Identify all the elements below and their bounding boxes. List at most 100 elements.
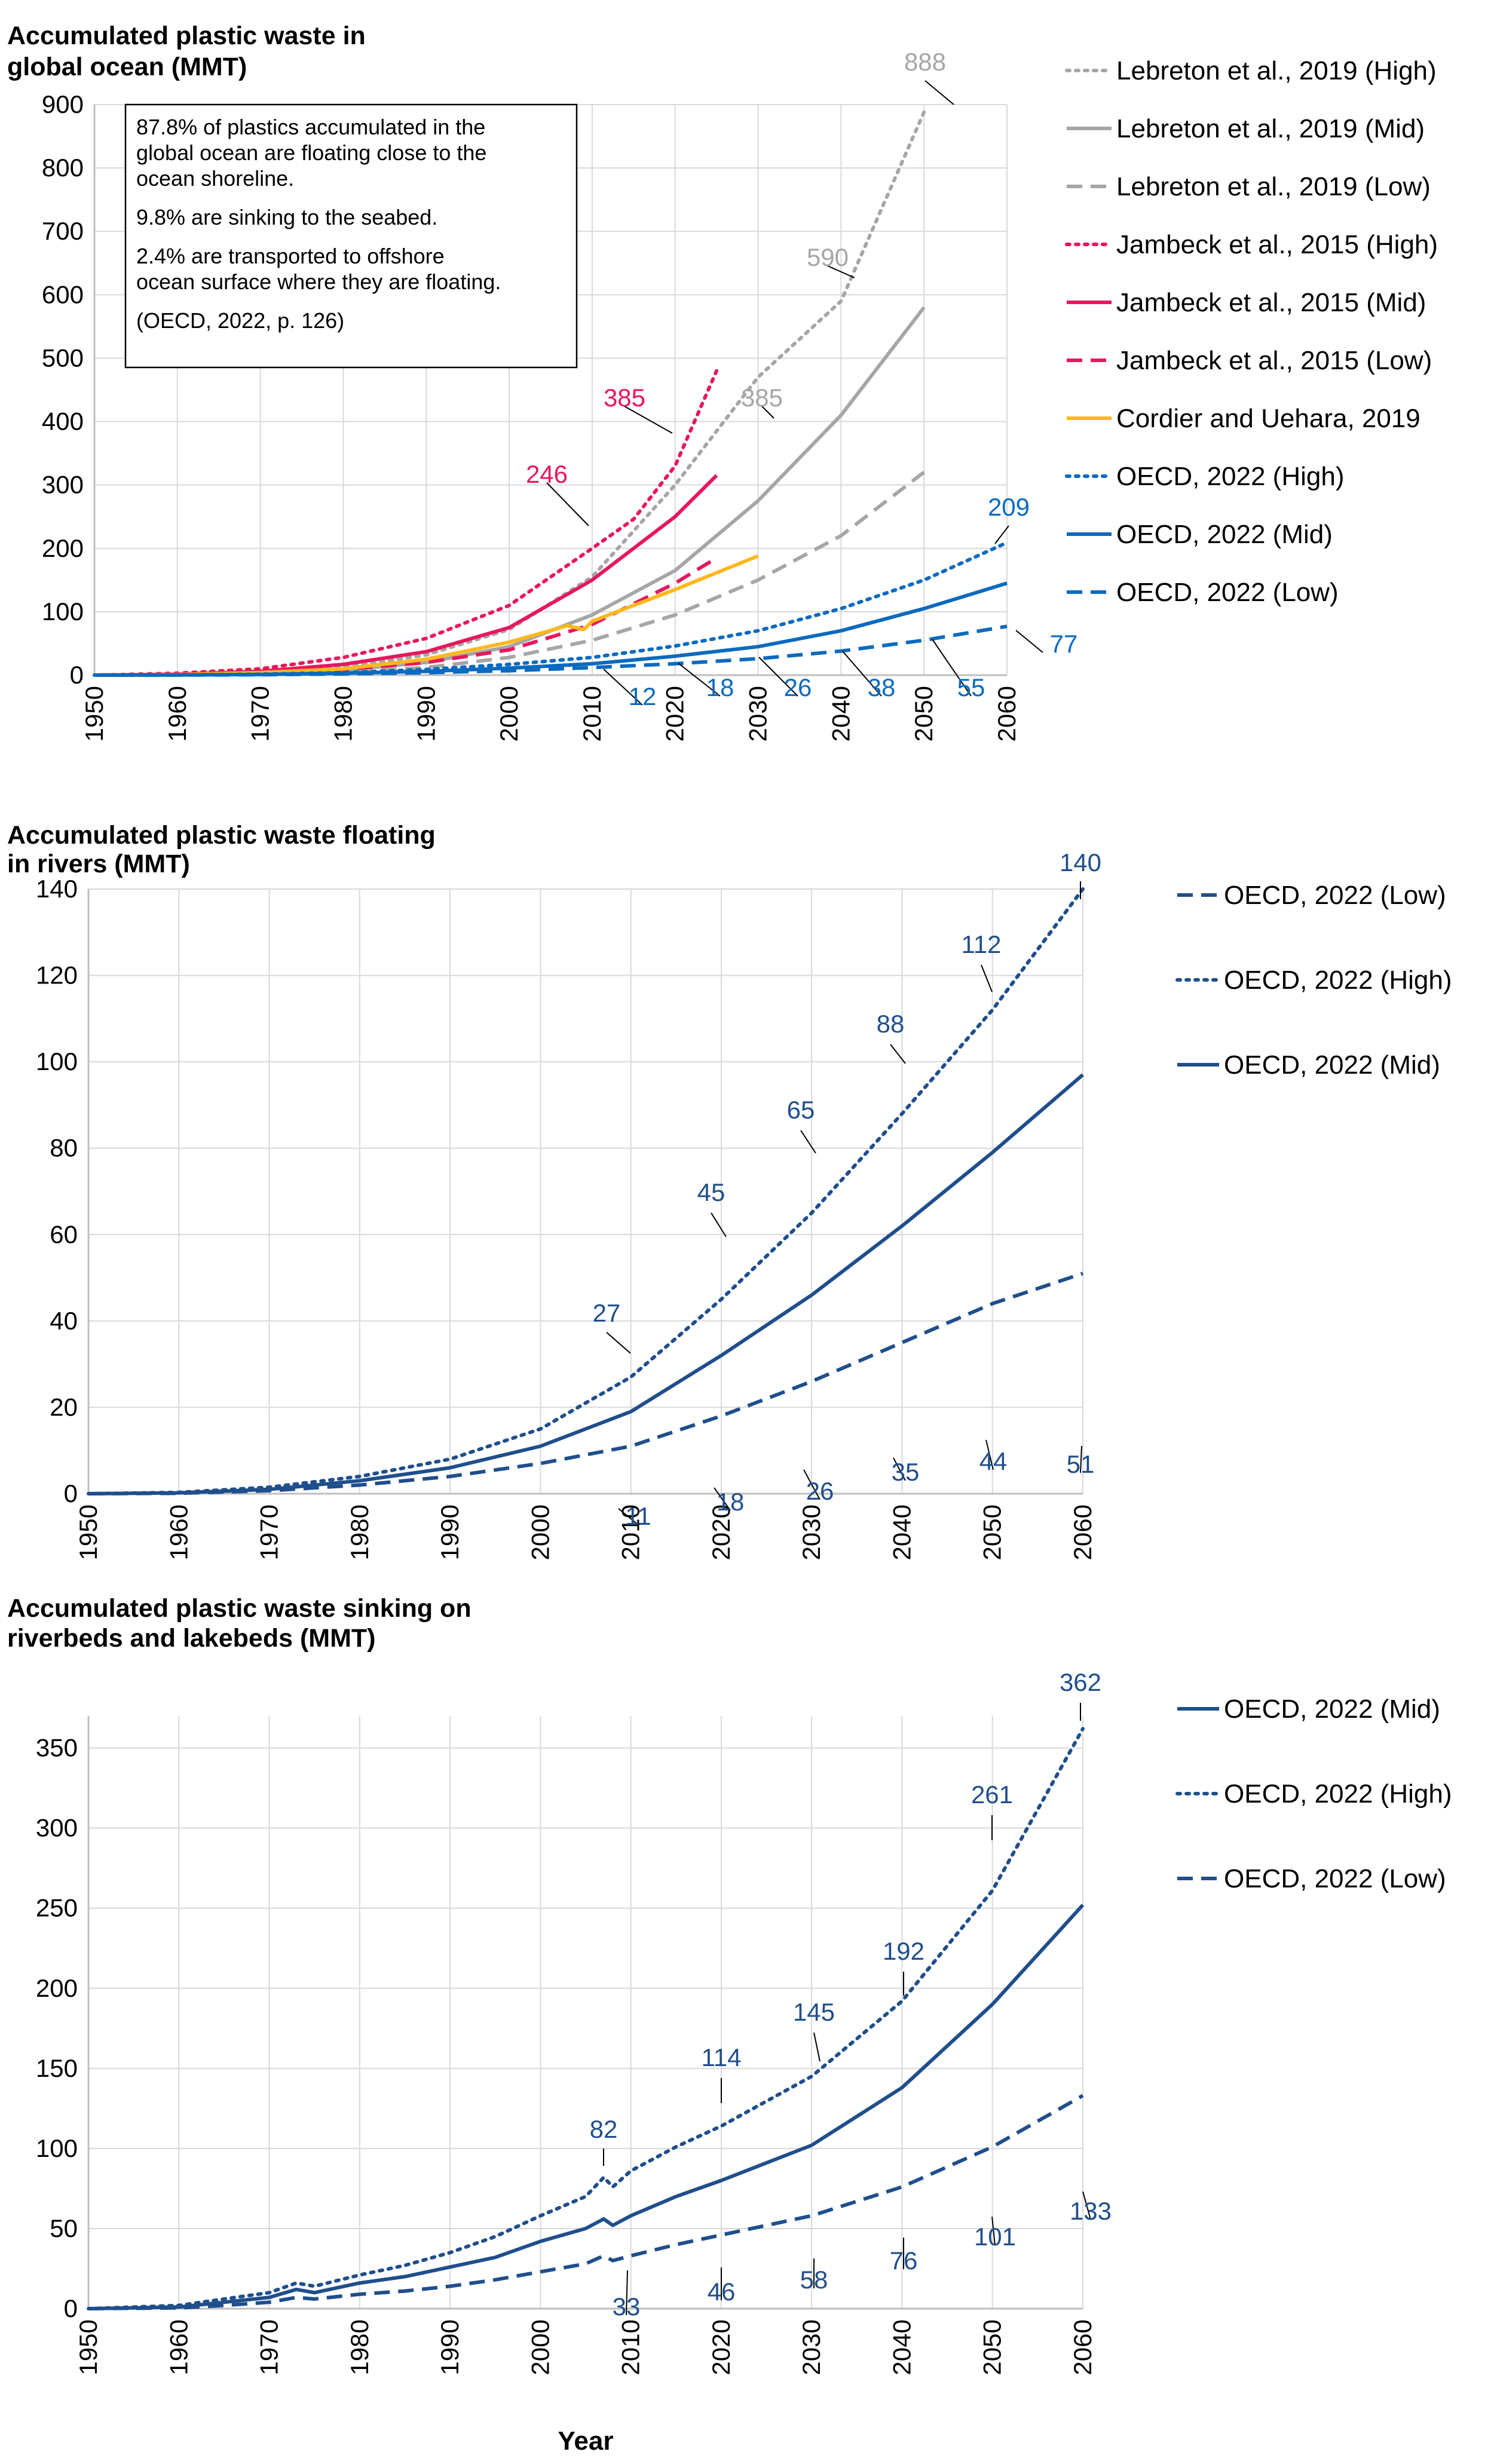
x-tick-label: 2060	[1069, 1504, 1097, 1560]
series-line-oecd-2022-high	[87, 887, 1085, 1495]
data-label: 12	[629, 682, 657, 710]
annotation-leader	[626, 2270, 628, 2316]
note-box	[124, 103, 578, 369]
x-tick-label: 2060	[1069, 2319, 1097, 2375]
data-label: 46	[708, 2278, 736, 2306]
data-label: 101	[974, 2223, 1016, 2251]
x-tick-label: 1960	[163, 686, 191, 741]
annotation-leader	[803, 1469, 821, 1500]
data-label: 26	[784, 673, 812, 701]
data-label: 38	[868, 673, 896, 701]
annotation-leader	[1082, 2191, 1091, 2220]
x-tick-label: 1990	[436, 1504, 464, 1560]
legend-label: Lebreton et al., 2019 (Mid)	[1116, 114, 1425, 143]
x-tick-label: 2040	[826, 686, 855, 741]
chart-title-line: Accumulated plastic waste sinking on	[7, 1594, 472, 1623]
data-label: 44	[979, 1447, 1008, 1475]
x-tick-label: 2050	[978, 1504, 1006, 1560]
data-label: 55	[957, 673, 985, 701]
annotation-leader	[890, 1044, 906, 1064]
data-label: 140	[1060, 848, 1101, 877]
ocean-chart: Accumulated plastic waste in global ocean…	[7, 22, 1438, 741]
rivers-chart: Accumulated plastic waste floating in riv…	[7, 821, 1452, 1560]
data-label: 261	[971, 1780, 1013, 1809]
x-tick-label: 1970	[255, 1504, 283, 1560]
data-label: 590	[807, 243, 849, 271]
legend-label: OECD, 2022 (Mid)	[1224, 1050, 1440, 1080]
x-tick-label: 2030	[797, 1504, 825, 1560]
x-axis-title: Year	[558, 2426, 614, 2456]
x-tick-label: 1960	[164, 1504, 192, 1560]
series-line-oecd-2022-low	[88, 2094, 1084, 2310]
data-label: 51	[1067, 1450, 1095, 1478]
annotation-leader	[893, 1457, 906, 1481]
y-tick-label: 400	[42, 407, 84, 436]
series-line-oecd-2022-mid	[88, 1904, 1085, 2310]
annotation-leader	[827, 265, 855, 278]
data-label: 88	[877, 1010, 905, 1038]
x-tick-label: 2000	[526, 2319, 554, 2375]
x-tick-label: 1980	[345, 2319, 374, 2375]
y-tick-label: 100	[42, 597, 84, 626]
x-tick-label: 1980	[345, 1504, 374, 1560]
x-tick-label: 2010	[617, 2319, 645, 2375]
x-tick-label: 1980	[329, 686, 357, 741]
riverbeds-chart: Accumulated plastic waste sinking on rive…	[7, 1594, 1452, 2456]
data-label: 246	[526, 460, 568, 488]
x-tick-label: 2050	[910, 686, 938, 741]
y-tick-label: 300	[36, 1814, 78, 1842]
y-tick-label: 100	[36, 2134, 78, 2162]
x-tick-label: 1970	[246, 686, 274, 741]
data-label: 18	[717, 1488, 745, 1516]
data-label: 77	[1050, 630, 1078, 658]
annotation-leader	[678, 663, 721, 697]
annotation-leader	[994, 525, 1009, 544]
data-label: 385	[604, 384, 645, 412]
data-label: 35	[892, 1458, 920, 1486]
y-tick-label: 800	[42, 154, 84, 182]
annotation-leader	[603, 669, 643, 706]
note-text-line: (OECD, 2022, p. 126)	[136, 308, 344, 333]
data-label: 362	[1060, 1668, 1101, 1696]
x-tick-label: 1990	[436, 2319, 464, 2375]
data-label: 76	[890, 2247, 918, 2275]
x-tick-label: 1950	[74, 2319, 102, 2375]
chart-title: Accumulated plastic waste in global ocean…	[7, 22, 366, 81]
annotation-leader	[985, 1439, 994, 1470]
annotation-leader	[711, 1212, 727, 1237]
y-tick-label: 200	[36, 1974, 78, 2002]
annotation-leader	[618, 1508, 639, 1525]
y-tick-label: 900	[42, 90, 84, 118]
x-tick-label: 2020	[661, 686, 689, 741]
data-label: 209	[988, 493, 1030, 521]
legend-label: OECD, 2022 (Low)	[1224, 881, 1446, 910]
series-line-oecd-2022-low	[94, 624, 1008, 677]
y-tick-label: 0	[64, 1479, 78, 1507]
x-tick-label: 1970	[255, 2319, 283, 2375]
legend-label: OECD, 2022 (High)	[1116, 462, 1344, 491]
x-tick-label: 2010	[578, 686, 606, 741]
y-tick-label: 50	[50, 2214, 78, 2242]
y-tick-label: 40	[50, 1307, 78, 1335]
legend-label: OECD, 2022 (Low)	[1224, 1864, 1446, 1893]
x-tick-label: 2000	[526, 1504, 554, 1560]
annotation-leader	[714, 1487, 731, 1511]
chart-title: Accumulated plastic waste sinking on rive…	[7, 1594, 472, 1653]
data-label: 27	[593, 1299, 621, 1327]
data-label: 888	[904, 48, 946, 76]
legend-label: OECD, 2022 (Low)	[1116, 578, 1339, 607]
legend-label: Jambeck et al., 2015 (Mid)	[1116, 288, 1426, 317]
data-label: 33	[613, 2293, 641, 2321]
annotation-leader	[932, 639, 972, 697]
note-text-line: 9.8% are sinking to the seabed.	[136, 205, 437, 229]
x-tick-label: 2020	[707, 1504, 735, 1560]
note-text-line: global ocean are floating close to the	[136, 140, 486, 165]
data-label: 114	[702, 2043, 742, 2071]
series-line-jambeck-et-al-2015-mid	[94, 474, 718, 677]
note-text-line: ocean shoreline.	[136, 166, 294, 191]
chart-title-line: riverbeds and lakebeds (MMT)	[7, 1624, 376, 1653]
data-label: 45	[697, 1178, 725, 1206]
chart-title: Accumulated plastic waste floating in riv…	[7, 821, 436, 878]
legend-label: OECD, 2022 (High)	[1224, 1779, 1452, 1809]
x-tick-label: 1960	[164, 2319, 192, 2375]
